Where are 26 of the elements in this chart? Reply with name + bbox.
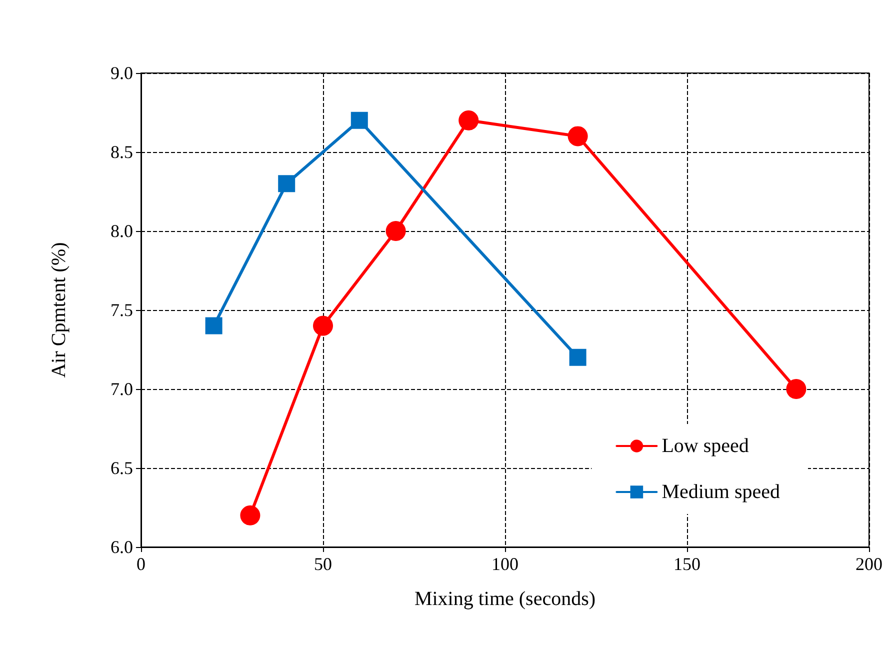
y-tick-label: 6.5 bbox=[110, 458, 133, 478]
y-tick-label: 9.0 bbox=[110, 63, 133, 83]
y-tick-label: 7.5 bbox=[110, 300, 133, 320]
point bbox=[205, 317, 222, 334]
point bbox=[240, 505, 260, 526]
legend-label: Low speed bbox=[662, 435, 749, 457]
point bbox=[313, 316, 333, 336]
x-tick-label: 200 bbox=[856, 554, 882, 574]
y-tick-label: 8.0 bbox=[110, 221, 133, 241]
y-tick-label: 8.5 bbox=[110, 142, 133, 162]
point bbox=[458, 110, 479, 130]
x-tick-label: 100 bbox=[492, 554, 518, 574]
x-axis-title: Mixing time (seconds) bbox=[414, 588, 596, 610]
point bbox=[278, 175, 296, 192]
point bbox=[350, 112, 368, 129]
x-tick-label: 150 bbox=[674, 554, 700, 574]
y-tick-label: 7.0 bbox=[110, 379, 133, 399]
point bbox=[568, 126, 588, 146]
point bbox=[786, 379, 806, 399]
x-tick-label: 50 bbox=[314, 554, 332, 574]
x-tick-label: 0 bbox=[136, 554, 146, 574]
y-axis-title: Air Cpmtent (%) bbox=[48, 242, 70, 378]
legend-label: Medium speed bbox=[662, 481, 780, 503]
point bbox=[569, 348, 586, 366]
y-tick-label: 6.0 bbox=[110, 537, 133, 557]
point bbox=[386, 221, 406, 241]
